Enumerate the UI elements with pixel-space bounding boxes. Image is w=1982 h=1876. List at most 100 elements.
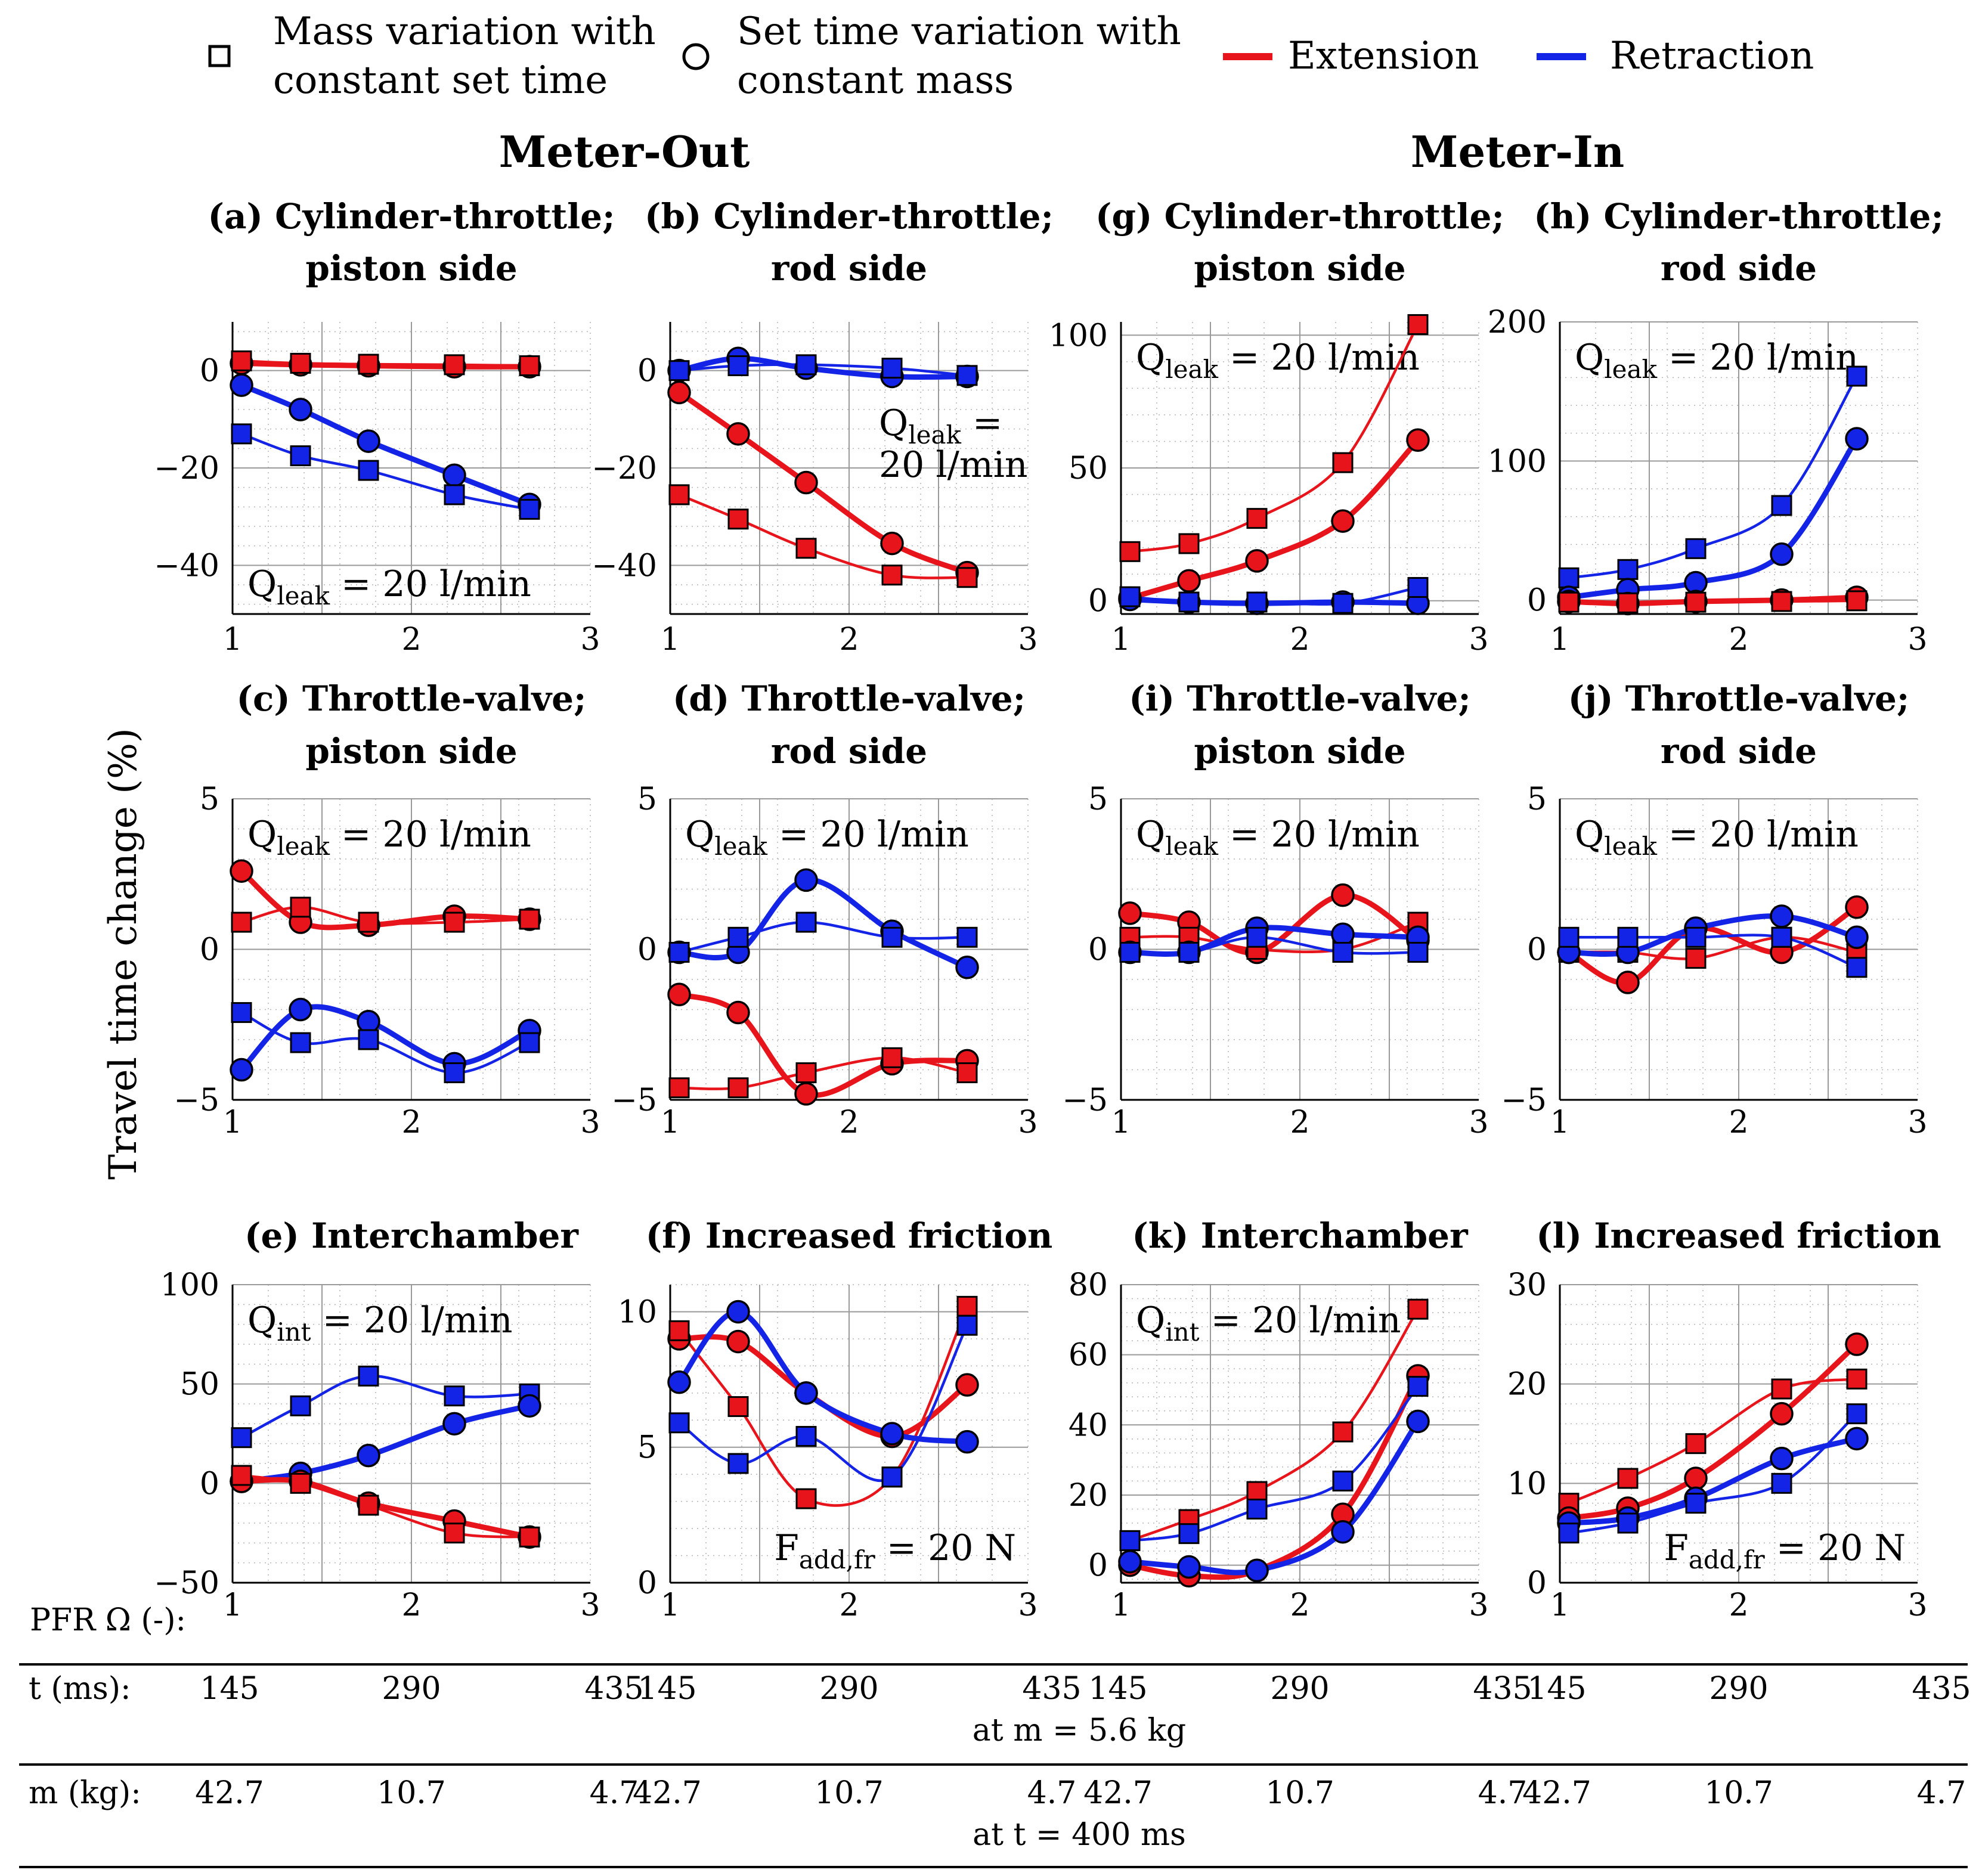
x-tick-label: 1	[1550, 1105, 1569, 1140]
square-marker-d	[881, 926, 903, 948]
legend-circle-label-1: Set time variation with	[737, 10, 1181, 54]
panel-subtitle-h: rod side	[1661, 248, 1817, 289]
annotation-rest: = 20 l/min	[1657, 814, 1859, 855]
square-marker-b	[795, 354, 817, 376]
square-marker-h	[1558, 567, 1580, 588]
circle-marker-i	[1118, 901, 1142, 925]
legend-extension-label: Extension	[1288, 34, 1479, 78]
circle-marker-d	[667, 982, 691, 1006]
panel-g: (g) Cylinder-throttle; piston side 0 50 100 1…	[1049, 196, 1504, 658]
circle-marker-e	[442, 1412, 466, 1436]
square-marker-a	[358, 354, 379, 375]
x-tick-label: 1	[1550, 622, 1569, 658]
y-tick-label: 50	[1069, 451, 1108, 486]
panel-i: (i) Throttle-valve; piston side 5 0 −51 2 3 Qle…	[1062, 678, 1488, 1140]
square-marker-e	[519, 1526, 540, 1548]
t-value: 435	[1022, 1671, 1081, 1707]
legend-square-label-2: constant set time	[273, 58, 608, 103]
panel-title-k: (k) Interchamber	[1132, 1215, 1469, 1256]
legend-square-label-1: Mass variation with	[273, 10, 656, 54]
t-value: 435	[1473, 1671, 1532, 1707]
y-tick-label: 5	[1088, 782, 1108, 817]
y-tick-label: 0	[1088, 1548, 1108, 1584]
circle-marker-d	[794, 868, 818, 892]
annotation-d: Qleak = 20 l/min	[685, 814, 969, 861]
y-tick-label: −5	[1501, 1083, 1547, 1118]
y-tick-label: 5	[200, 782, 219, 817]
t-label: t (ms):	[29, 1671, 131, 1707]
t-value: 435	[1912, 1671, 1971, 1707]
annotation-rest: = 20 l/min	[1657, 337, 1859, 379]
annotation-rest: = 20 l/min	[311, 1300, 513, 1341]
m-value: 10.7	[1265, 1775, 1334, 1811]
circle-marker-b	[880, 531, 904, 556]
x-tick-label: 2	[1729, 1587, 1748, 1623]
circle-marker-g	[1406, 428, 1430, 452]
series-line-k-0	[1129, 1308, 1419, 1542]
annotation-sub: leak	[714, 832, 767, 861]
y-tick-label: 20	[1069, 1478, 1108, 1514]
square-marker-j	[1771, 926, 1792, 948]
square-marker-k	[1407, 1376, 1429, 1397]
square-marker-d	[881, 1047, 903, 1068]
series-line-d-3	[679, 1056, 968, 1090]
square-marker-f	[795, 1426, 817, 1447]
annotation-rest: = 20 l/min	[1218, 814, 1420, 855]
square-marker-a	[444, 354, 465, 376]
panel-title-f: (f) Increased friction	[646, 1215, 1053, 1256]
square-marker-d	[727, 926, 749, 948]
series-line-d-2	[678, 991, 968, 1098]
panel-j: (j) Throttle-valve; rod side 5 0 −51 2 3 Qleak …	[1501, 678, 1927, 1140]
circle-marker-d	[955, 956, 979, 979]
x-tick-label: 3	[1018, 622, 1038, 658]
annotation-sub: leak	[1604, 832, 1657, 861]
annotation-main: Q	[1575, 337, 1604, 379]
square-marker-g	[1119, 586, 1141, 607]
square-marker-d	[956, 926, 978, 948]
annotation-rest: = 20 l/min	[767, 814, 969, 855]
square-marker-b	[881, 565, 903, 586]
panel-subtitle-b: rod side	[771, 248, 927, 289]
x-tick-label: 3	[1469, 1587, 1488, 1623]
square-marker-e	[358, 1494, 379, 1516]
legend: Mass variation with constant set time Se…	[208, 10, 1814, 103]
y-tick-label: 50	[180, 1367, 219, 1403]
annotation-f: Fadd,fr = 20 N	[774, 1527, 1016, 1574]
square-marker-h	[1617, 559, 1639, 580]
square-marker-k	[1332, 1470, 1354, 1492]
square-marker-e	[358, 1365, 379, 1387]
annotation-main: F	[1664, 1527, 1689, 1569]
t-value: 435	[584, 1671, 643, 1707]
x-tick-label: 2	[401, 1105, 421, 1140]
annotation-c: Qleak = 20 l/min	[247, 814, 531, 861]
t-note: at m = 5.6 kg	[973, 1713, 1186, 1748]
square-marker-j	[1685, 926, 1707, 948]
t-value: 290	[382, 1671, 441, 1707]
square-marker-k	[1407, 1298, 1429, 1320]
square-marker-b	[727, 355, 749, 376]
x-tick-label: 1	[1111, 1587, 1131, 1623]
circle-marker-j	[1845, 925, 1869, 950]
square-marker-i	[1332, 942, 1354, 963]
annotation-main: Q	[1136, 814, 1165, 855]
panel-subtitle-g: piston side	[1194, 248, 1405, 289]
y-tick-label: −40	[154, 548, 219, 584]
x-tick-label: 3	[580, 1105, 600, 1140]
annotation-rest: = 20 N	[1765, 1527, 1906, 1569]
square-marker-f	[881, 1466, 903, 1488]
x-tick-label: 2	[1290, 1587, 1309, 1623]
square-marker-f	[727, 1396, 749, 1418]
circle-marker-d	[726, 1000, 750, 1025]
m-value: 4.7	[1917, 1775, 1966, 1811]
panel-b: (b) Cylinder-throttle; rod side 0 −20 −40 1 2 3…	[591, 196, 1054, 658]
circle-marker-f	[955, 1373, 979, 1397]
y-tick-label: 0	[637, 354, 657, 389]
square-marker-h	[1846, 365, 1868, 387]
square-marker-b	[956, 365, 978, 386]
square-marker-g	[1407, 576, 1429, 598]
y-tick-label: −5	[174, 1083, 219, 1118]
t-value: 290	[819, 1671, 878, 1707]
x-tick-label: 2	[1729, 622, 1748, 658]
panels: (a) Cylinder-throttle; piston side 0 −20 −40…	[154, 196, 1944, 1623]
